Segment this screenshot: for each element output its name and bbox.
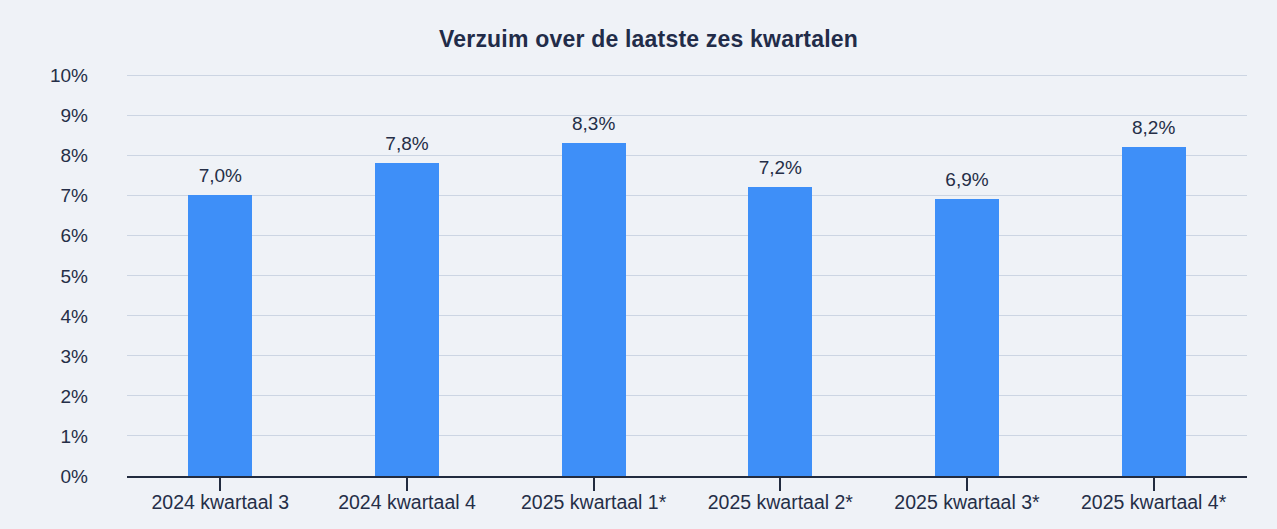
chart-title: Verzuim over de laatste zes kwartalen	[0, 26, 1277, 53]
y-axis-tick-label: 5%	[0, 267, 88, 286]
x-axis-tick	[966, 478, 968, 491]
bar-value-label: 6,9%	[907, 170, 1027, 189]
bar-value-label: 7,2%	[720, 158, 840, 177]
bar	[375, 163, 439, 476]
absence-bar-chart: Verzuim over de laatste zes kwartalen 0%…	[0, 0, 1277, 529]
y-axis-tick-label: 2%	[0, 387, 88, 406]
gridline	[127, 395, 1247, 396]
bar-value-label: 8,3%	[534, 114, 654, 133]
gridline	[127, 355, 1247, 356]
y-axis-tick-label: 10%	[0, 66, 88, 85]
gridline	[127, 75, 1247, 76]
bar-value-label: 7,8%	[347, 134, 467, 153]
bar	[188, 195, 252, 476]
y-axis-tick-label: 4%	[0, 307, 88, 326]
y-axis-tick-label: 6%	[0, 226, 88, 245]
gridline	[127, 235, 1247, 236]
gridline	[127, 195, 1247, 196]
gridline	[127, 435, 1247, 436]
bar-value-label: 8,2%	[1094, 118, 1214, 137]
x-axis-line	[127, 476, 1247, 478]
gridline	[127, 315, 1247, 316]
y-axis-tick-label: 8%	[0, 146, 88, 165]
gridline	[127, 275, 1247, 276]
x-axis-tick	[1153, 478, 1155, 491]
y-axis-tick-label: 9%	[0, 106, 88, 125]
gridline	[127, 115, 1247, 116]
bar	[562, 143, 626, 476]
bar	[935, 199, 999, 476]
y-axis-tick-label: 0%	[0, 467, 88, 486]
bar-value-label: 7,0%	[160, 166, 280, 185]
bar	[748, 187, 812, 476]
x-axis-tick	[406, 478, 408, 491]
y-axis-tick-label: 3%	[0, 347, 88, 366]
gridline	[127, 155, 1247, 156]
x-axis-tick	[779, 478, 781, 491]
y-axis-tick-label: 1%	[0, 427, 88, 446]
bar	[1122, 147, 1186, 476]
x-axis-tick	[219, 478, 221, 491]
x-axis-tick	[593, 478, 595, 491]
y-axis-tick-label: 7%	[0, 186, 88, 205]
x-axis-category-label: 2025 kwartaal 4*	[1044, 493, 1264, 513]
